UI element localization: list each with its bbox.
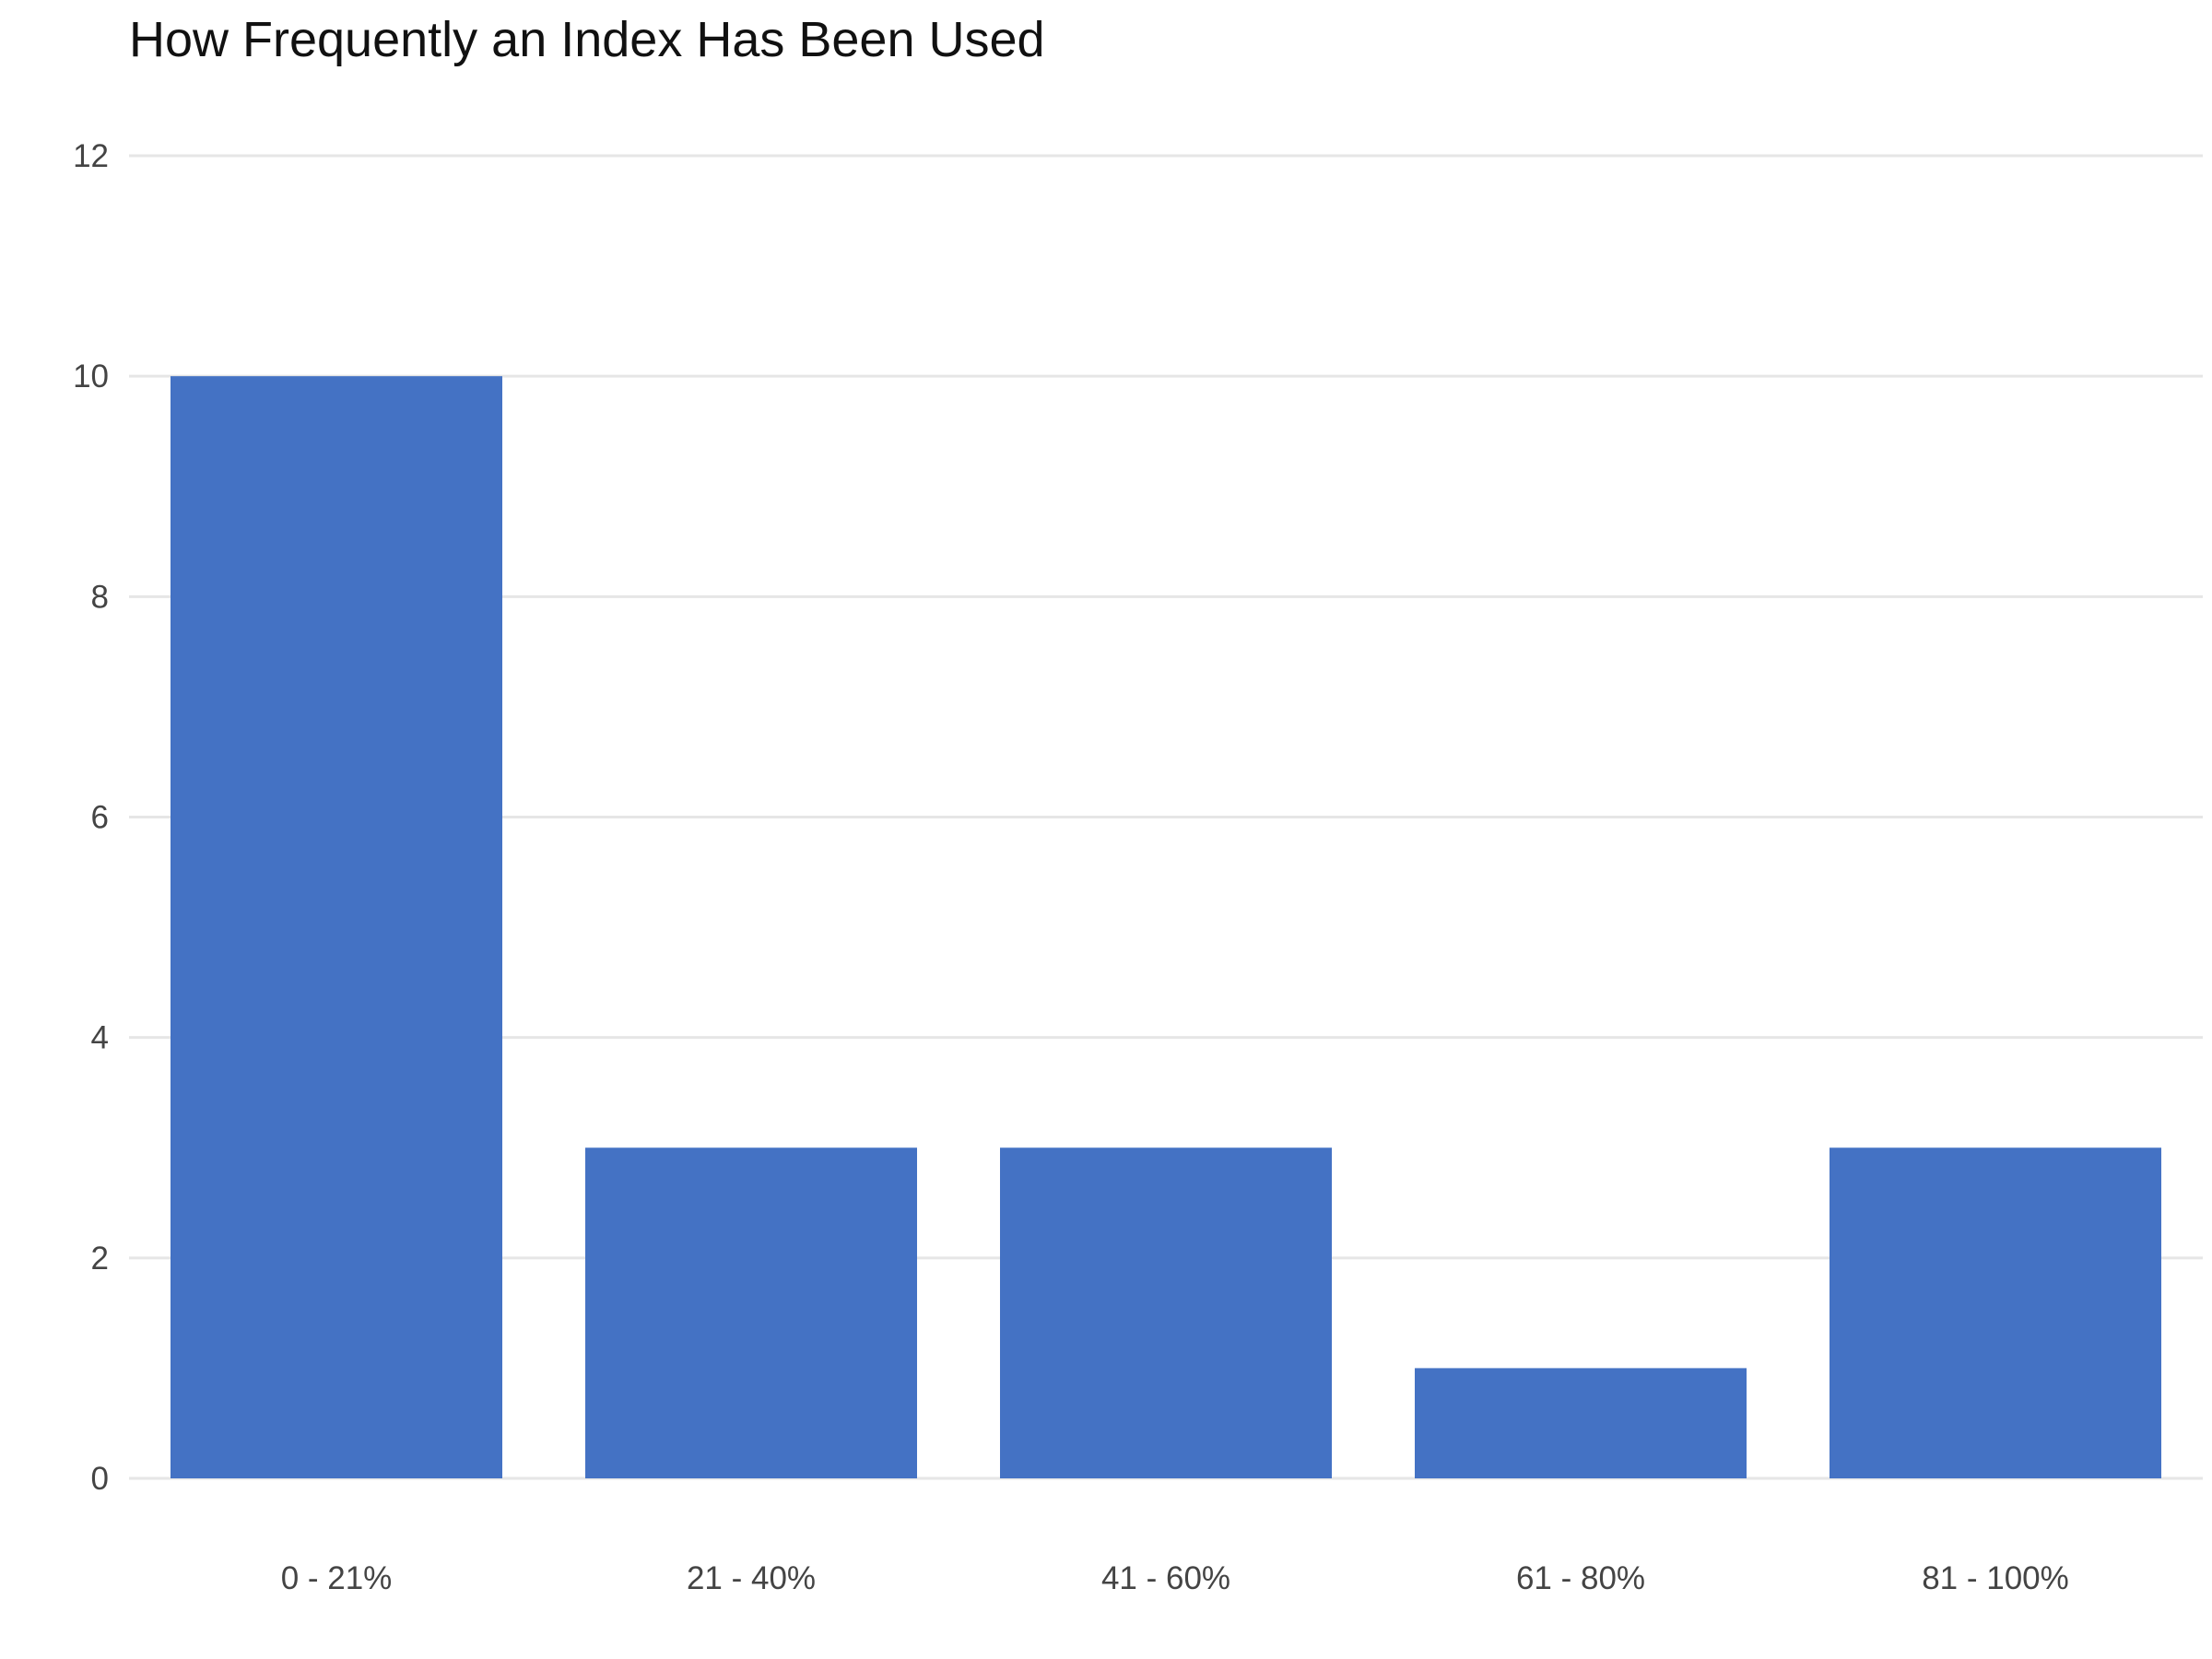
y-tick-label: 4 [91, 1020, 109, 1056]
y-tick-label: 2 [91, 1241, 109, 1277]
bar [585, 1147, 917, 1478]
bar [1830, 1147, 2161, 1478]
x-tick-label: 61 - 80% [1516, 1560, 1645, 1596]
x-tick-label: 0 - 21% [281, 1560, 393, 1596]
y-tick-label: 12 [73, 138, 109, 174]
x-tick-label: 41 - 60% [1101, 1560, 1230, 1596]
y-tick-label: 10 [73, 359, 109, 394]
x-tick-label: 21 - 40% [687, 1560, 816, 1596]
bar [1000, 1147, 1332, 1478]
chart-title: How Frequently an Index Has Been Used [129, 12, 1045, 67]
x-tick-label: 81 - 100% [1922, 1560, 2069, 1596]
y-axis-ticks: 0 2 4 6 8 10 12 [73, 138, 109, 1497]
y-tick-label: 6 [91, 800, 109, 836]
y-tick-label: 8 [91, 579, 109, 615]
bar [171, 376, 502, 1479]
x-axis-ticks: 0 - 21% 21 - 40% 41 - 60% 61 - 80% 81 - 100% [281, 1560, 2069, 1596]
bars [171, 376, 2161, 1479]
y-tick-label: 0 [91, 1461, 109, 1497]
bar [1415, 1368, 1747, 1478]
